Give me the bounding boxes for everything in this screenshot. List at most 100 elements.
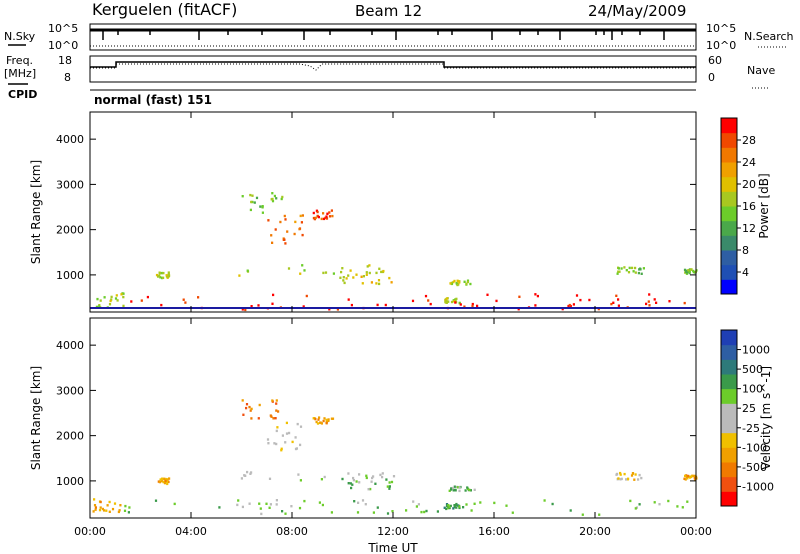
nave-tick-top: 60 [708, 54, 722, 67]
scatter-cell [463, 305, 466, 308]
scatter-cell [424, 294, 428, 298]
scatter-cell [291, 440, 294, 444]
scatter-cell [372, 475, 375, 478]
scatter-cell [377, 279, 381, 282]
scatter-cell [618, 270, 621, 273]
scatter-cell [390, 281, 393, 284]
scatter-cell [98, 508, 102, 512]
scatter-cell [648, 293, 651, 296]
scatter-cell [250, 200, 253, 204]
scatter-cell [364, 503, 367, 506]
velocity-plot-frame [89, 317, 697, 519]
scatter-cell [276, 426, 279, 429]
scatter-cell [94, 506, 97, 509]
scatter-cell [249, 208, 252, 212]
scatter-cell [257, 304, 260, 307]
scatter-cell [251, 200, 254, 204]
scatter-cell [469, 282, 472, 286]
scatter-cell [281, 195, 284, 199]
scatter-cell [286, 230, 289, 233]
scatter-cell [465, 503, 468, 506]
velocity-colorbar: Velocity [m s^-1] 1000 500 100 25 -25 -100 -50… [720, 329, 774, 507]
scatter-cell [687, 474, 690, 478]
scatter-cell [469, 489, 472, 492]
scatter-cell [324, 216, 327, 220]
scatter-cell [275, 402, 278, 405]
scatter-cell [453, 505, 456, 509]
scatter-cell [620, 267, 623, 270]
scatter-cell [683, 268, 687, 272]
scatter-cell [122, 304, 125, 308]
scatter-cell [275, 503, 278, 506]
scatter-cell [405, 509, 408, 512]
colorbar-segment [721, 462, 737, 478]
colorbar-segment [721, 191, 737, 207]
scatter-cell [123, 509, 127, 512]
colorbar-tick-label: 4 [742, 266, 749, 279]
scatter-cell [458, 486, 461, 489]
scatter-cell [283, 214, 286, 218]
scatter-cell [350, 303, 353, 307]
scatter-cell [360, 275, 363, 278]
scatter-cell [543, 499, 546, 502]
scatter-cell [687, 269, 690, 272]
time-axis-label: Time UT [367, 541, 418, 554]
scatter-cell [640, 272, 643, 275]
scatter-cell [463, 280, 466, 283]
scatter-cell [267, 219, 270, 222]
scatter-cell [380, 270, 383, 274]
scatter-cell [255, 196, 259, 200]
scatter-cell [376, 303, 379, 307]
scatter-cell [684, 474, 687, 478]
x-tick-label: 16:00 [478, 525, 510, 538]
scatter-cell [268, 477, 272, 480]
scatter-cell [637, 478, 640, 481]
scatter-cell [470, 509, 473, 512]
scatter-cell [166, 482, 169, 486]
scatter-cell [471, 304, 474, 308]
power-x-ticks [89, 112, 697, 312]
scatter-cell [118, 509, 121, 512]
scatter-cell [388, 276, 391, 280]
scatter-cell [447, 504, 450, 507]
colorbar-segment [721, 132, 737, 148]
scatter-cell [280, 449, 283, 452]
scatter-cell [320, 422, 323, 425]
scatter-cell [575, 294, 579, 297]
freq-trace [90, 61, 696, 68]
scatter-cell [298, 227, 301, 231]
scatter-cell [352, 479, 355, 482]
scatter-cell [458, 301, 461, 305]
power-y-axis: 1000 2000 3000 4000 [56, 133, 696, 282]
scatter-cell [284, 441, 287, 444]
scatter-cell [342, 279, 345, 282]
scatter-cell [314, 216, 317, 220]
scatter-cell [258, 502, 261, 505]
scatter-cell [628, 266, 631, 270]
scatter-cell [250, 407, 253, 411]
scatter-cell [619, 473, 622, 476]
scatter-cell [341, 267, 344, 270]
scatter-cell [241, 505, 244, 509]
colorbar-segment [721, 447, 737, 463]
scatter-cell [257, 417, 260, 420]
nave-label: Nave [747, 64, 775, 77]
scatter-cell [251, 194, 254, 197]
scatter-cell [638, 503, 641, 506]
scatter-cell [103, 296, 106, 299]
scatter-cell [693, 474, 696, 478]
scatter-cell [280, 447, 283, 450]
scatter-cell [275, 399, 278, 402]
scatter-cell [99, 506, 102, 509]
scatter-cell [299, 214, 302, 218]
scatter-cell [275, 499, 278, 502]
scatter-cell [370, 480, 373, 483]
y-tick-label: 1000 [56, 475, 84, 488]
scatter-cell [683, 477, 686, 480]
scatter-cell [327, 419, 330, 422]
scatter-cell [386, 485, 389, 488]
colorbar-segment [721, 432, 737, 448]
scatter-cell [302, 305, 305, 308]
scatter-cell [330, 511, 333, 514]
